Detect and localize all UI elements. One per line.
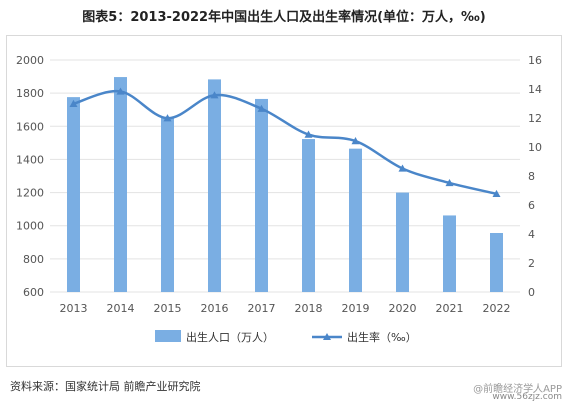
line-point (445, 178, 454, 187)
line-point (351, 137, 360, 145)
x-tick-label: 2020 (389, 302, 417, 315)
line-point (116, 87, 125, 95)
line-point (163, 114, 172, 122)
y-right-tick-label: 4 (528, 228, 535, 241)
line-point (304, 130, 313, 138)
bar (161, 117, 174, 293)
bar (443, 215, 456, 292)
x-tick-label: 2017 (248, 302, 276, 315)
y-right-tick-label: 10 (528, 141, 542, 154)
y-left-tick-label: 1200 (16, 187, 44, 200)
y-left-tick-label: 800 (23, 253, 44, 266)
x-tick-label: 2014 (107, 302, 135, 315)
x-tick-label: 2022 (483, 302, 511, 315)
y-left-tick-label: 2000 (16, 54, 44, 67)
y-right-tick-label: 6 (528, 199, 535, 212)
x-tick-label: 2021 (436, 302, 464, 315)
x-tick-label: 2015 (154, 302, 182, 315)
site-watermark: www.56zjz.com (492, 392, 562, 402)
line-point (398, 164, 407, 172)
chart-title: 图表5：2013-2022年中国出生人口及出生率情况(单位：万人，‰) (82, 10, 486, 25)
y-right-tick-label: 8 (528, 170, 535, 183)
corner-watermark: @前瞻经济学人APP (473, 384, 562, 395)
bar (208, 79, 221, 292)
line-point (69, 99, 78, 107)
y-right-tick-label: 16 (528, 54, 542, 67)
line-point (210, 91, 219, 99)
x-tick-label: 2019 (342, 302, 370, 315)
legend-label-line: 出生率（‰） (347, 330, 417, 344)
y-left-tick-label: 1600 (16, 120, 44, 133)
bar (302, 139, 315, 292)
y-right-tick-label: 2 (528, 257, 535, 270)
y-left-tick-label: 1800 (16, 87, 44, 100)
x-tick-label: 2016 (201, 302, 229, 315)
bar (349, 148, 362, 292)
bar (67, 97, 80, 293)
bar (490, 233, 503, 292)
x-tick-label: 2018 (295, 302, 323, 315)
x-tick-label: 2013 (60, 302, 88, 315)
y-left-tick-label: 1000 (16, 220, 44, 233)
y-right-tick-label: 14 (528, 83, 542, 96)
line-point (492, 189, 501, 198)
y-right-tick-label: 0 (528, 286, 535, 299)
y-left-tick-label: 1400 (16, 153, 44, 166)
bar (114, 77, 127, 292)
legend-label-bar: 出生人口（万人） (186, 330, 274, 344)
bar (396, 192, 409, 292)
y-right-tick-label: 12 (528, 112, 542, 125)
y-left-tick-label: 600 (23, 286, 44, 299)
legend-swatch-bar (155, 330, 181, 342)
line-point (257, 104, 266, 112)
legend-marker-line (323, 333, 331, 340)
source-note: 资料来源：国家统计局 前瞻产业研究院 (10, 380, 201, 393)
bar (255, 98, 268, 292)
chart-frame (6, 35, 562, 367)
line-series-path (73, 89, 497, 196)
